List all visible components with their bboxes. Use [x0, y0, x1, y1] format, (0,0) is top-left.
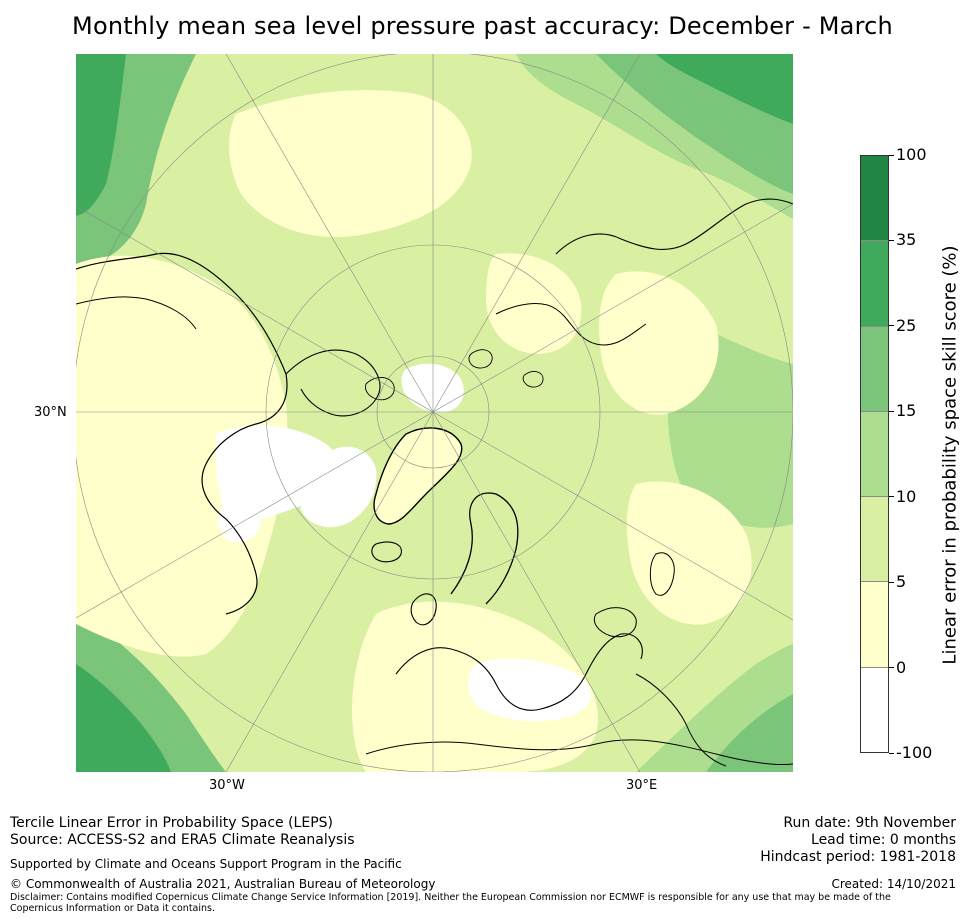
skill-region-ne-core — [656, 54, 793, 124]
coastline-british-isles — [410, 593, 437, 626]
footer-supported: Supported by Climate and Oceans Support … — [10, 857, 402, 871]
coastline-africa-north — [365, 739, 793, 765]
coastline-alaska — [76, 296, 197, 330]
footer-created: Created: 14/10/2021 — [831, 877, 956, 891]
colorbar-bin — [861, 582, 888, 668]
colorbar-tick-mark — [889, 581, 894, 583]
skill-negative-pole — [401, 363, 464, 413]
coastline-middle-east — [635, 673, 727, 767]
skill-region-sw-core — [76, 664, 171, 772]
footer-copyright: © Commonwealth of Australia 2021, Austra… — [10, 877, 436, 891]
skill-region-atlantic — [76, 255, 288, 657]
skill-negative-us — [217, 497, 261, 543]
chart-title: Monthly mean sea level pressure past acc… — [72, 12, 893, 40]
skill-negative-greenland-west — [300, 446, 377, 528]
coastline-arctic-islands — [365, 349, 544, 401]
greenland-outline — [373, 427, 463, 525]
lon-label-30e: 30°E — [626, 778, 658, 793]
colorbar-tick-label: 15 — [896, 401, 917, 421]
colorbar — [860, 155, 889, 753]
coastline-scandinavia — [450, 492, 519, 605]
colorbar-tick-mark — [889, 154, 894, 156]
graticule — [76, 54, 793, 772]
skill-region-se-mid — [706, 694, 793, 772]
meridian-60e — [432, 411, 793, 621]
meridian-30w — [225, 411, 434, 772]
lat-label-30n: 30°N — [34, 405, 67, 420]
coastline-north-america — [76, 252, 288, 615]
colorbar-tick-mark — [889, 667, 894, 669]
coastline-asia-north — [555, 198, 793, 255]
coastline-europe — [395, 633, 643, 711]
colorbar-tick-label: 35 — [896, 230, 917, 250]
map-canvas — [76, 54, 793, 772]
footer-run-date: Run date: 9th November — [783, 815, 956, 831]
footer-method: Tercile Linear Error in Probability Spac… — [10, 815, 333, 831]
coastline-caspian — [649, 552, 675, 596]
colorbar-bin — [861, 241, 888, 327]
meridian-60w — [76, 411, 434, 619]
colorbar-tick-label: 100 — [896, 145, 927, 164]
meridian-150e — [432, 54, 641, 413]
colorbar-tick-mark — [889, 410, 894, 412]
colorbar-bin — [861, 411, 888, 498]
colorbar-bin — [861, 497, 888, 583]
colorbar-tick-mark — [889, 325, 894, 327]
colorbar-tick-label: 5 — [896, 572, 907, 592]
colorbar-bin — [861, 667, 888, 752]
footer-source: Source: ACCESS-S2 and ERA5 Climate Reana… — [10, 832, 355, 848]
footer-lead-time: Lead time: 0 months — [811, 832, 956, 848]
meridian-30e — [432, 411, 641, 772]
colorbar-label: Linear error in probability space skill … — [939, 245, 961, 665]
colorbar-tick-label: 10 — [896, 486, 917, 506]
colorbar-bin — [861, 156, 888, 242]
colorbar-tick-label: 25 — [896, 315, 917, 335]
colorbar-tick-mark — [889, 239, 894, 241]
skill-region-pacific — [229, 90, 472, 238]
skill-region-nw-core — [76, 54, 126, 216]
footer-disclaimer: Disclaimer: Contains modified Copernicus… — [10, 892, 891, 914]
coastline-black-sea — [593, 607, 637, 638]
polar-map — [76, 54, 793, 772]
lon-label-30w: 30°W — [209, 778, 245, 793]
coastline-russia — [495, 303, 647, 346]
skill-region-siberia — [599, 271, 719, 415]
colorbar-tick-label: -100 — [896, 743, 933, 762]
colorbar-tick-label: 0 — [896, 657, 907, 677]
colorbar-tick-mark — [889, 752, 894, 754]
meridian-120w — [76, 205, 434, 413]
colorbar-bin — [861, 326, 888, 412]
skill-negative-mediterranean — [468, 658, 591, 722]
colorbar-tick-mark — [889, 496, 894, 498]
coastline-iceland — [371, 541, 402, 563]
skill-region-asia-south — [626, 481, 752, 625]
meridian-150w — [225, 54, 434, 413]
meridian-120e — [432, 203, 793, 413]
footer-hindcast: Hindcast period: 1981-2018 — [760, 849, 956, 865]
